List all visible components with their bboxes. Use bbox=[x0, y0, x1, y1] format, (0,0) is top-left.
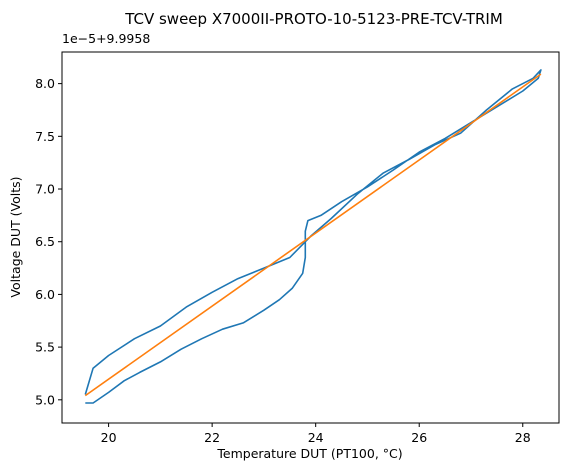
plot-area bbox=[84, 69, 542, 404]
y-tick-label: 7.5 bbox=[35, 129, 55, 144]
y-offset-text: 1e−5+9.9958 bbox=[62, 31, 150, 46]
x-tick-label: 24 bbox=[308, 430, 324, 445]
x-tick-label: 20 bbox=[101, 430, 117, 445]
axes-frame bbox=[61, 51, 560, 424]
series-line-2 bbox=[84, 73, 542, 397]
y-tick-label: 6.0 bbox=[35, 287, 55, 302]
series-line-1 bbox=[84, 69, 542, 404]
y-tick-label: 8.0 bbox=[35, 76, 55, 91]
y-tick-label: 7.0 bbox=[35, 182, 55, 197]
y-axis-label: Voltage DUT (Volts) bbox=[8, 176, 23, 297]
x-tick-label: 22 bbox=[204, 430, 220, 445]
x-tick-label: 28 bbox=[515, 430, 531, 445]
x-tick-label: 26 bbox=[411, 430, 427, 445]
x-axis-label: Temperature DUT (PT100, °C) bbox=[216, 446, 402, 461]
x-axis: 20 22 24 26 28 bbox=[101, 423, 531, 445]
y-tick-label: 5.5 bbox=[35, 340, 55, 355]
y-axis: 5.0 5.5 6.0 6.5 7.0 7.5 8.0 bbox=[35, 76, 62, 407]
chart-title: TCV sweep X7000II-PROTO-10-5123-PRE-TCV-… bbox=[124, 10, 503, 28]
y-tick-label: 6.5 bbox=[35, 234, 55, 249]
y-tick-label: 5.0 bbox=[35, 392, 55, 407]
